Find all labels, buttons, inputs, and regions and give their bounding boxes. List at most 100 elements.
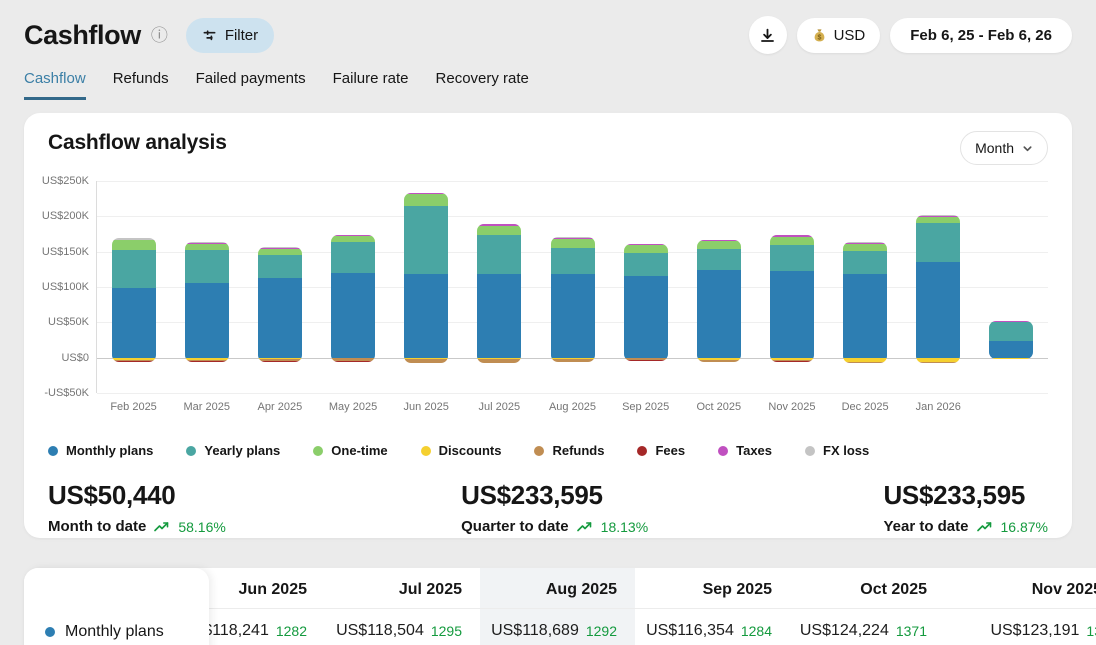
table-cell: US$124,2241371 — [790, 608, 945, 645]
table-cell: US$123,191 13 — [945, 608, 1096, 645]
column-header: Aug 2025 — [480, 568, 635, 608]
trend-up-icon — [154, 521, 170, 533]
segment-one-time — [477, 226, 521, 236]
cell-value: US$118,689 — [491, 622, 579, 640]
summary-stats: US$50,440 Month to date 58.16% US$233,59… — [48, 480, 1048, 535]
cell-count: 1292 — [586, 623, 617, 639]
segment-one-time — [624, 245, 668, 253]
tab-recovery-rate[interactable]: Recovery rate — [436, 70, 529, 100]
date-range-label: Feb 6, 25 - Feb 6, 26 — [910, 27, 1052, 44]
y-axis-tick: US$250K — [29, 175, 89, 187]
period-selector-value: Month — [975, 140, 1014, 156]
download-icon — [759, 27, 776, 44]
cell-count: 1284 — [741, 623, 772, 639]
legend-item-refunds[interactable]: Refunds — [534, 443, 604, 458]
legend-item-fees[interactable]: Fees — [637, 443, 685, 458]
filter-button[interactable]: Filter — [186, 18, 274, 53]
stat-label: Year to date — [883, 518, 968, 535]
download-button[interactable] — [749, 16, 787, 54]
stacked-bar-chart[interactable]: US$250KUS$200KUS$150KUS$100KUS$50KUS$0-U… — [96, 181, 1048, 393]
cell-value: US$123,191 — [990, 622, 1079, 640]
segment-monthly-plans — [331, 273, 375, 358]
legend-label: Monthly plans — [66, 443, 153, 458]
x-axis-tick: Aug 2025 — [549, 401, 596, 413]
tab-refunds[interactable]: Refunds — [113, 70, 169, 100]
stat-year-to-date: US$233,595 Year to date 16.87% — [883, 480, 1048, 535]
x-axis-tick: Jul 2025 — [479, 401, 521, 413]
bar-sep-2025[interactable] — [624, 244, 668, 361]
cell-count: 13 — [1086, 623, 1096, 639]
legend-dot-icon — [48, 446, 58, 456]
segment-yearly-plans — [112, 250, 156, 289]
bar-may-2025[interactable] — [331, 235, 375, 362]
legend-dot-icon — [534, 446, 544, 456]
segment-monthly-plans — [624, 276, 668, 358]
legend-label: Discounts — [439, 443, 502, 458]
bar-dec-2025[interactable] — [843, 242, 887, 362]
bar-jul-2025[interactable] — [477, 224, 521, 363]
bar-apr-2025[interactable] — [258, 247, 302, 361]
x-axis-tick: Jan 2026 — [916, 401, 961, 413]
segment-yearly-plans — [404, 206, 448, 275]
bar-nov-2025[interactable] — [770, 235, 814, 361]
gridline — [97, 393, 1048, 394]
stat-percent: 16.87% — [1001, 519, 1048, 535]
cell-value: US$118,504 — [336, 622, 424, 640]
x-axis-tick: Jun 2025 — [404, 401, 449, 413]
legend-label: Fees — [655, 443, 685, 458]
stat-quarter-to-date: US$233,595 Quarter to date 18.13% — [461, 480, 648, 535]
segment-monthly-plans — [697, 270, 741, 358]
segment-yearly-plans — [624, 253, 668, 276]
tab-failure-rate[interactable]: Failure rate — [333, 70, 409, 100]
bar-jun-2025[interactable] — [404, 193, 448, 364]
tab-cashflow[interactable]: Cashflow — [24, 70, 86, 100]
bar-jan-2026[interactable] — [916, 215, 960, 363]
segment-yearly-plans — [843, 251, 887, 274]
tab-failed-payments[interactable]: Failed payments — [196, 70, 306, 100]
cell-count: 1282 — [276, 623, 307, 639]
segment-monthly-plans — [916, 262, 960, 357]
legend-item-yearly-plans[interactable]: Yearly plans — [186, 443, 280, 458]
bar-feb-2025[interactable] — [112, 238, 156, 362]
legend-dot-icon — [718, 446, 728, 456]
segment-yearly-plans — [770, 245, 814, 271]
cell-value: US$124,224 — [800, 622, 889, 640]
y-axis-tick: US$150K — [29, 246, 89, 258]
legend-item-monthly-plans[interactable]: Monthly plans — [48, 443, 153, 458]
legend-dot-icon — [186, 446, 196, 456]
legend-dot-icon — [805, 446, 815, 456]
legend-item-taxes[interactable]: Taxes — [718, 443, 772, 458]
date-range-picker[interactable]: Feb 6, 25 - Feb 6, 26 — [890, 18, 1072, 53]
bar-aug-2025[interactable] — [551, 237, 595, 362]
legend-item-one-time[interactable]: One-time — [313, 443, 387, 458]
info-icon[interactable]: ⓘ — [151, 27, 168, 44]
legend-item-fx-loss[interactable]: FX loss — [805, 443, 869, 458]
segment-yearly-plans — [185, 250, 229, 283]
y-axis-tick: US$100K — [29, 281, 89, 293]
bar-oct-2025[interactable] — [697, 240, 741, 363]
segment-monthly-plans — [404, 274, 448, 357]
x-axis-tick: May 2025 — [329, 401, 377, 413]
bar-mar-2025[interactable] — [185, 242, 229, 361]
legend-item-discounts[interactable]: Discounts — [421, 443, 502, 458]
legend-dot-icon — [637, 446, 647, 456]
segment-yearly-plans — [258, 255, 302, 278]
segment-yearly-plans — [697, 249, 741, 270]
legend-label: FX loss — [823, 443, 869, 458]
x-axis-tick: Feb 2025 — [110, 401, 156, 413]
table-cell: US$118,5041295 — [325, 608, 480, 645]
period-selector[interactable]: Month — [960, 131, 1048, 165]
bar-partial[interactable] — [989, 321, 1033, 359]
stat-value: US$50,440 — [48, 480, 226, 511]
column-header: Sep 2025 — [635, 568, 790, 608]
y-axis-tick: -US$50K — [29, 387, 89, 399]
trend-up-icon — [977, 521, 993, 533]
legend-label: Refunds — [552, 443, 604, 458]
table-column-aug-2025: Aug 2025 US$118,689 1292 — [480, 568, 635, 645]
segment-one-time — [770, 237, 814, 245]
svg-text:$: $ — [817, 34, 821, 41]
money-bag-icon: $ — [812, 28, 827, 43]
currency-button[interactable]: $ USD — [797, 18, 881, 53]
table-row-label-cell: Monthly plans — [24, 609, 209, 645]
y-axis-tick: US$200K — [29, 210, 89, 222]
